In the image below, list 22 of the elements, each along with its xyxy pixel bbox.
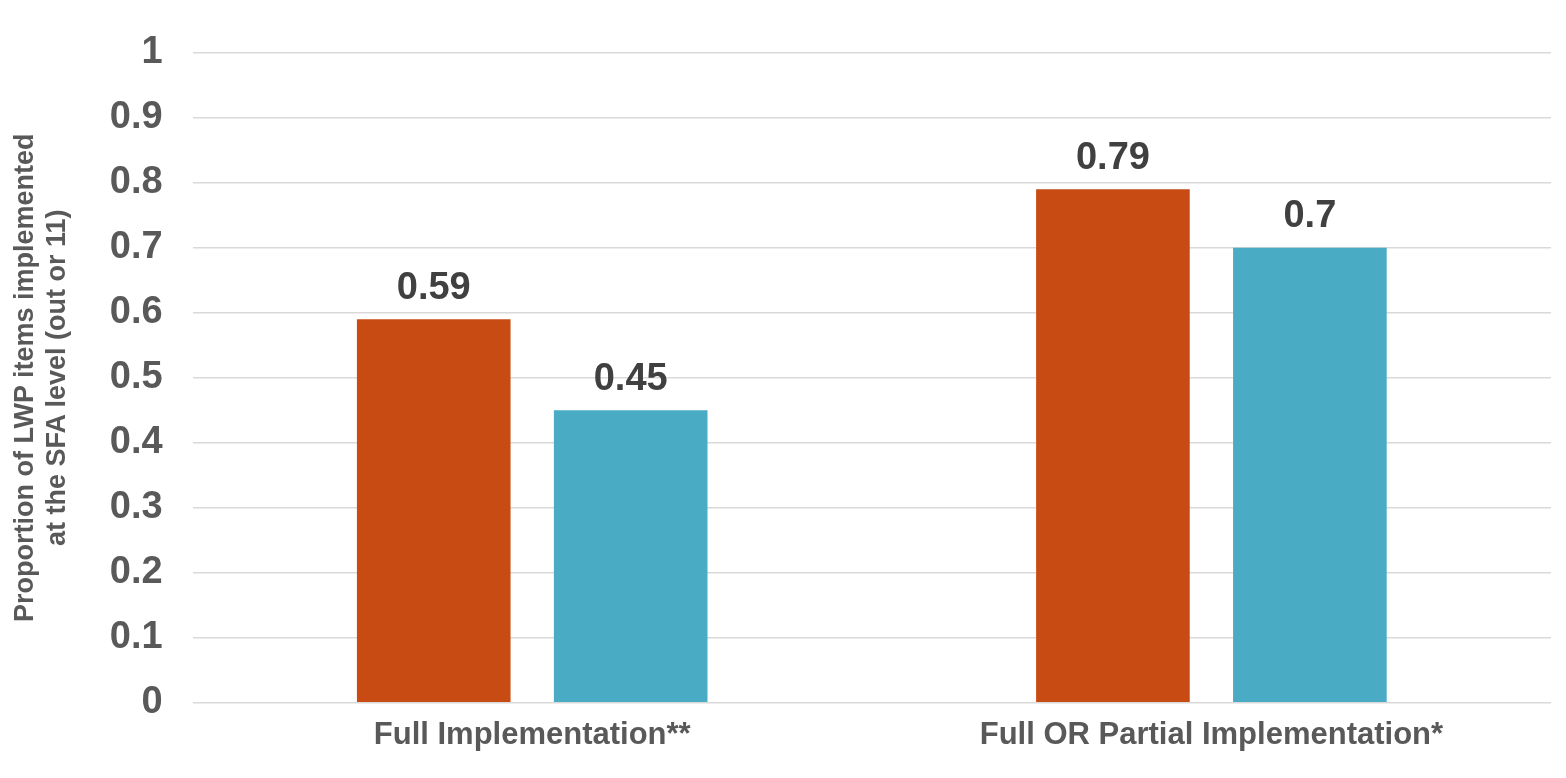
data-label: 0.79 [1075,134,1150,177]
y-tick-label: 0.1 [109,614,163,657]
x-tick-label: Full Implementation** [373,715,692,751]
y-tick-label: 0.3 [109,484,163,527]
bar [356,319,511,703]
y-tick-label: 0.6 [109,289,163,332]
y-tick-label: 0.8 [109,159,163,202]
y-axis-title: Proportion of LWP items implemented at the SFA level (out or 11) [8,133,72,623]
bar [553,410,708,703]
data-label: 0.45 [593,355,668,398]
y-tick-label: 0 [141,679,163,722]
bar [1233,247,1387,703]
y-tick-label: 1 [141,29,163,72]
y-tick-label: 0.4 [109,419,163,462]
data-label: 0.7 [1283,193,1337,236]
data-label: 0.59 [396,264,471,307]
x-tick-label: Full OR Partial Implementation* [979,715,1445,751]
bar [1036,189,1190,703]
y-tick-label: 0.2 [109,549,163,592]
y-tick-label: 0.9 [109,94,163,137]
y-tick-label: 0.5 [109,354,163,397]
y-tick-label: 0.7 [109,224,163,267]
